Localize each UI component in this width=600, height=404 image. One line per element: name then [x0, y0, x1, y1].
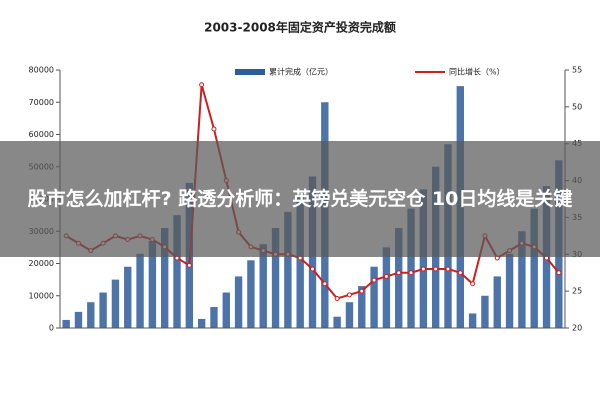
y-tick-label: 70000: [29, 98, 54, 107]
line-point: [556, 270, 562, 276]
bar: [505, 253, 514, 328]
bar: [370, 266, 378, 328]
line-point: [359, 288, 365, 294]
bar: [493, 276, 501, 328]
bar: [87, 302, 95, 328]
bar: [161, 228, 169, 328]
bar: [284, 211, 292, 328]
legend-swatch: [235, 69, 265, 75]
bar: [247, 260, 255, 328]
line-point: [371, 277, 377, 283]
y-tick-label: 10000: [29, 291, 54, 300]
y2-tick-label: 55: [572, 66, 582, 75]
bar: [222, 292, 230, 328]
line-point: [310, 266, 315, 272]
bar: [234, 276, 243, 328]
bar: [345, 302, 354, 328]
bar: [382, 247, 391, 328]
bar: [407, 208, 415, 328]
line-point: [322, 281, 328, 287]
y-tick-label: 20000: [29, 259, 54, 268]
bar: [518, 231, 526, 328]
headline-banner: 股市怎么加杠杆? 路透分析师：英镑兑美元空仓 10日均线是关键: [0, 141, 600, 257]
bar: [333, 316, 341, 328]
y2-tick-label: 20: [572, 324, 582, 333]
bar: [210, 307, 218, 328]
legend-label: 累计完成（亿元）: [269, 67, 333, 77]
line-point: [420, 266, 426, 272]
line-point: [433, 266, 439, 272]
bar: [468, 313, 477, 328]
bar: [124, 266, 132, 328]
bar: [395, 228, 403, 328]
bar: [481, 295, 489, 328]
line-point: [199, 82, 205, 88]
line-point: [408, 270, 414, 276]
line-point: [334, 296, 340, 302]
line-point: [445, 266, 451, 272]
legend-label: 同比增长（%）: [449, 67, 505, 77]
bar: [271, 228, 280, 328]
bar: [99, 292, 107, 328]
line-point: [457, 270, 463, 276]
chart-title: 2003-2008年固定资产投资完成额: [204, 20, 396, 35]
y2-tick-label: 50: [572, 102, 582, 111]
bar: [358, 286, 366, 328]
bar: [148, 240, 157, 328]
bar: [530, 208, 538, 328]
y-tick-label: 0: [49, 324, 54, 333]
line-point: [396, 270, 402, 276]
line-point: [211, 126, 217, 132]
bar: [62, 319, 70, 328]
bar: [111, 279, 120, 328]
headline: 股市怎么加杠杆? 路透分析师：英镑兑美元空仓 10日均线是关键: [27, 188, 573, 210]
bar: [419, 189, 428, 328]
line-point: [383, 273, 389, 279]
y-tick-label: 80000: [29, 66, 54, 75]
line-point: [470, 281, 476, 287]
bar: [197, 318, 206, 328]
bar: [173, 215, 181, 328]
y2-tick-label: 25: [572, 287, 582, 296]
bar: [296, 195, 304, 328]
line-point: [186, 262, 192, 268]
line-point: [346, 292, 352, 298]
bar: [259, 244, 267, 328]
bar: [136, 253, 144, 328]
bar: [74, 311, 83, 328]
y-tick-label: 60000: [29, 130, 54, 139]
